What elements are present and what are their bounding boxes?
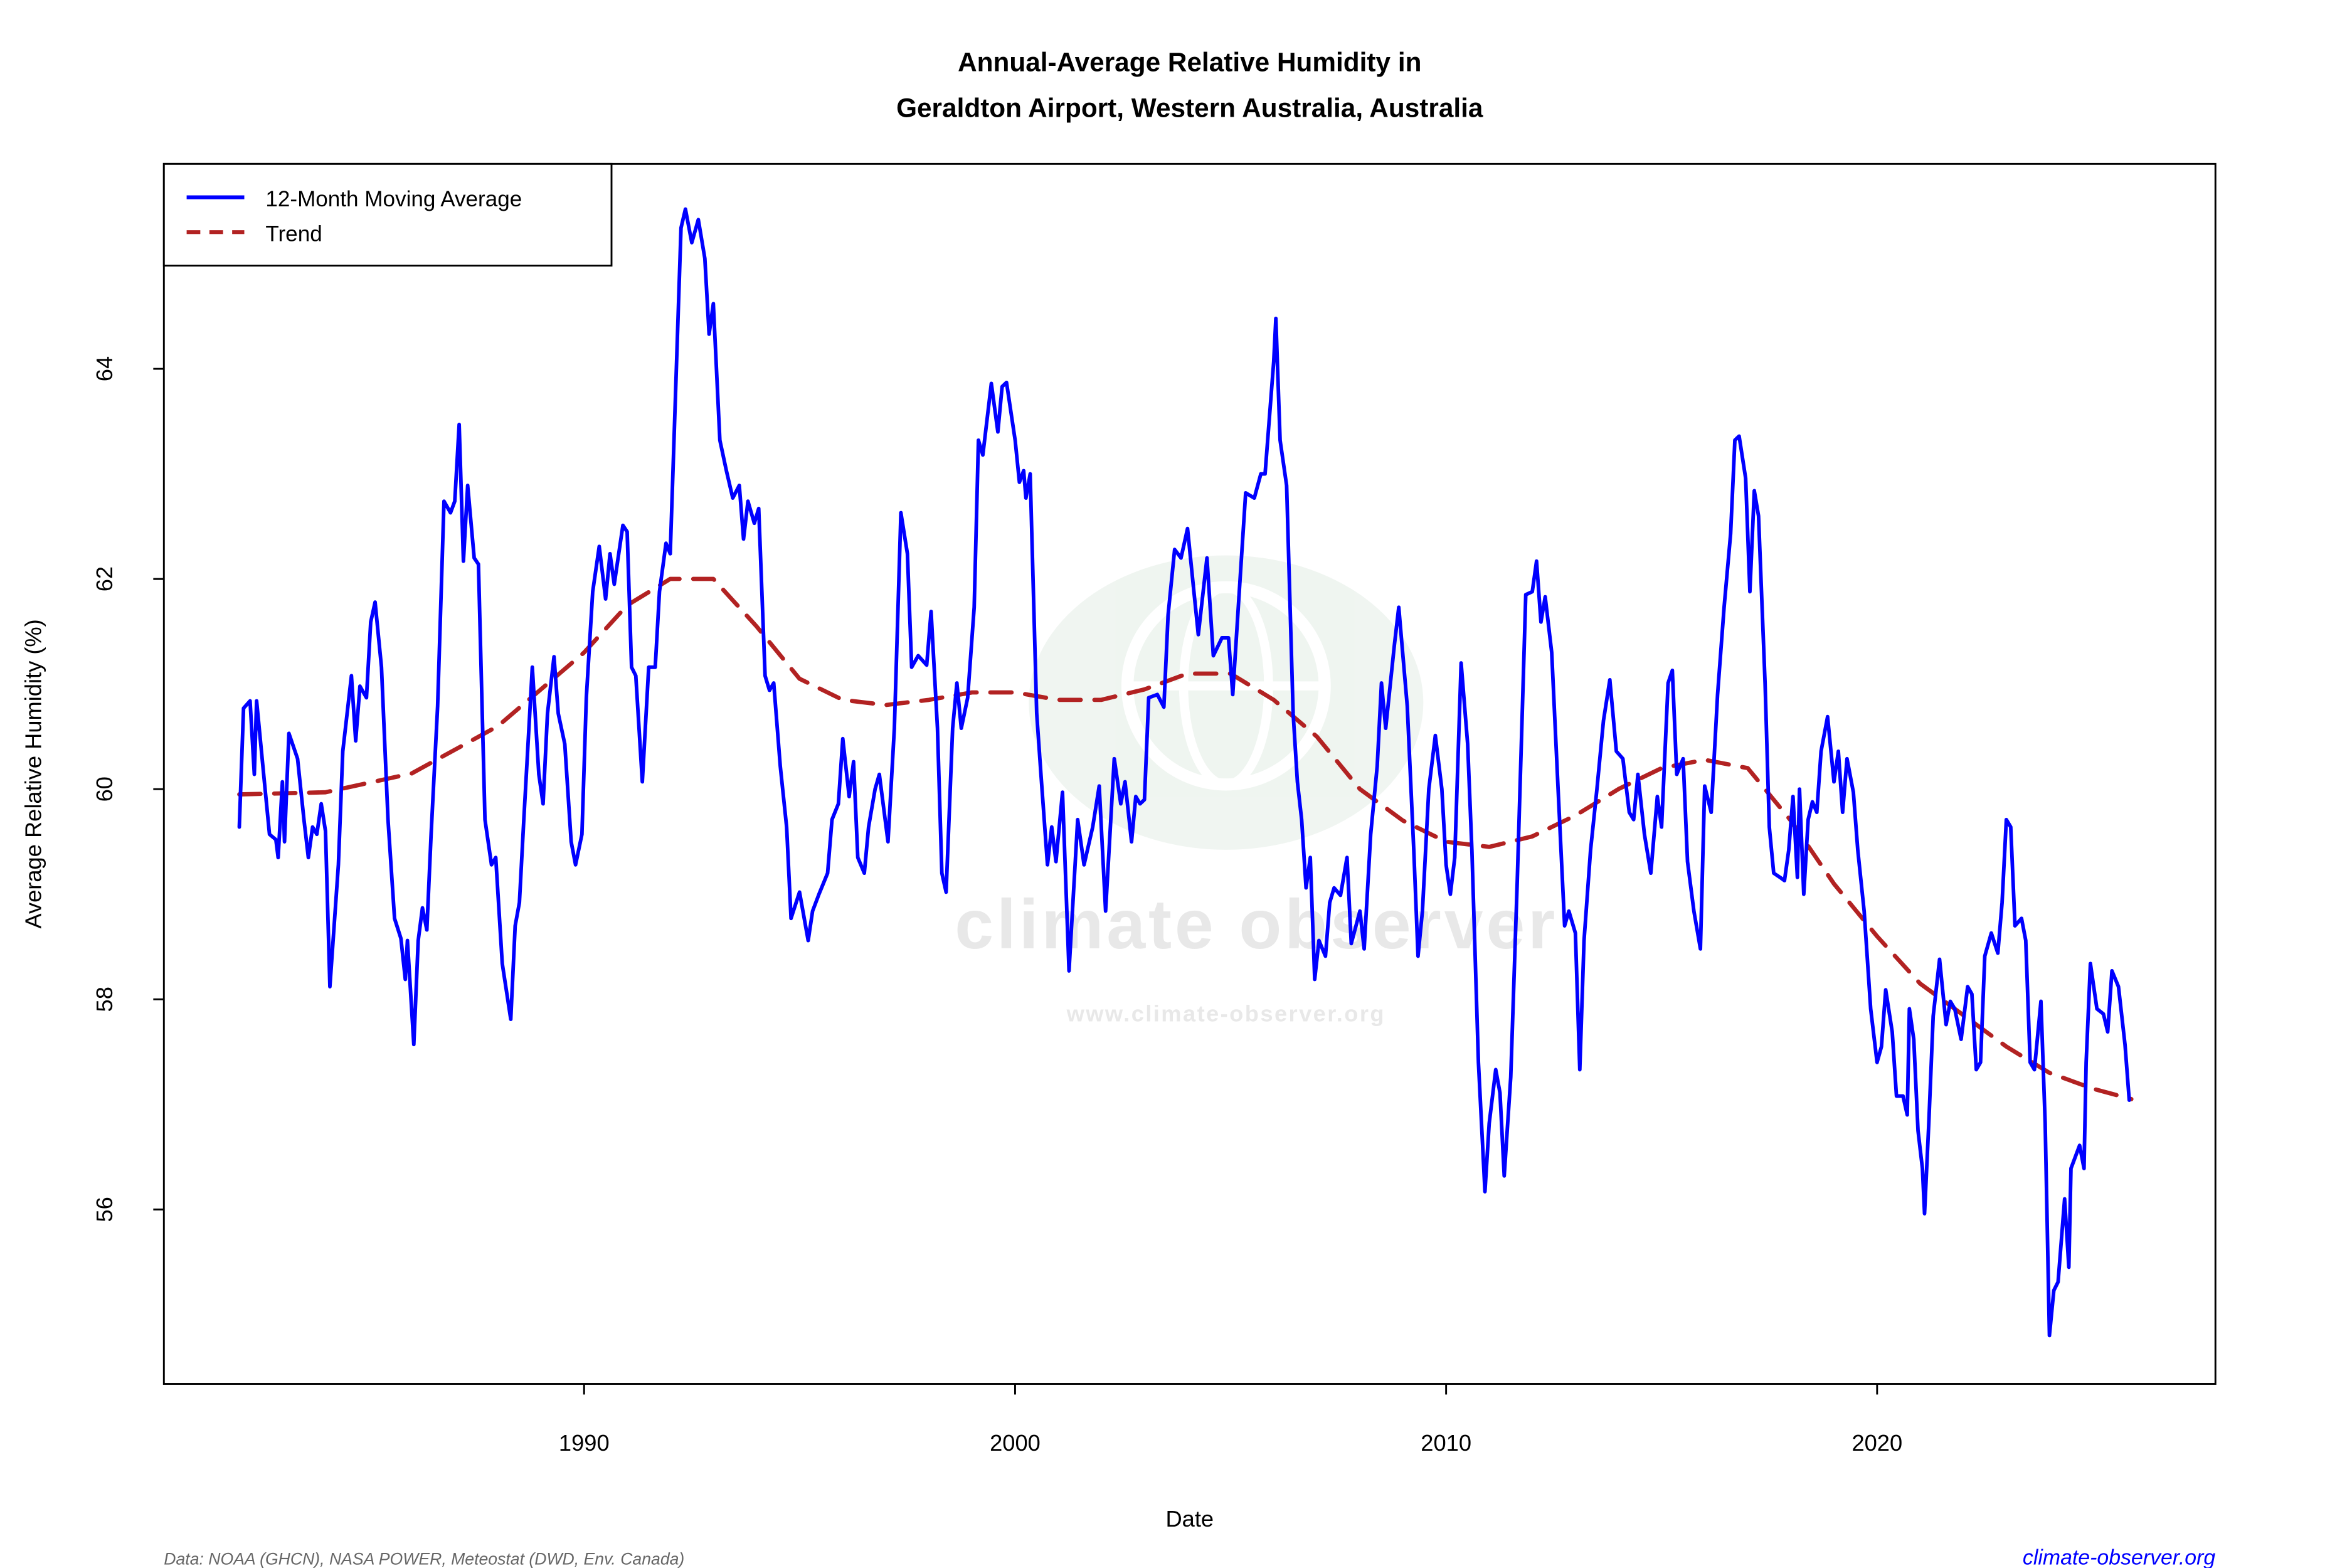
legend-label-trend: Trend bbox=[265, 222, 322, 246]
y-tick-label: 60 bbox=[92, 776, 117, 802]
y-axis-label: Average Relative Humidity (%) bbox=[20, 619, 46, 928]
chart-title-line-2: Geraldton Airport, Western Australia, Au… bbox=[896, 93, 1483, 122]
watermark-globe-icon bbox=[1029, 555, 1424, 850]
x-axis-label: Date bbox=[1165, 1506, 1214, 1532]
y-tick-label: 56 bbox=[92, 1197, 117, 1222]
watermark-brand: climate observer bbox=[955, 885, 1558, 963]
x-tick-label: 2020 bbox=[1851, 1430, 1902, 1456]
footer-source: Data: NOAA (GHCN), NASA POWER, Meteostat… bbox=[164, 1549, 684, 1568]
watermark: climate observer www.climate-observer.or… bbox=[955, 555, 1558, 1026]
legend: 12-Month Moving Average Trend bbox=[162, 162, 613, 267]
axes: 1990 2000 2010 2020 56 58 60 62 64 bbox=[92, 356, 1902, 1456]
y-tick-label: 58 bbox=[92, 987, 117, 1012]
footer-site-link[interactable]: climate-observer.org bbox=[2023, 1545, 2216, 1568]
trend-line bbox=[237, 576, 2134, 1101]
watermark-url: www.climate-observer.org bbox=[1066, 1000, 1385, 1026]
y-tick-label: 62 bbox=[92, 566, 117, 591]
x-tick-label: 1990 bbox=[559, 1430, 610, 1456]
watermark-globe-meridian bbox=[1179, 583, 1273, 790]
legend-label-moving-average: 12-Month Moving Average bbox=[265, 187, 522, 211]
x-tick-label: 2010 bbox=[1421, 1430, 1471, 1456]
chart-title-line-1: Annual-Average Relative Humidity in bbox=[958, 48, 1421, 77]
moving-average-line bbox=[237, 207, 2131, 1338]
y-tick-label: 64 bbox=[92, 356, 117, 381]
plot-frame bbox=[162, 162, 2217, 1385]
legend-box bbox=[162, 162, 613, 267]
x-tick-label: 2000 bbox=[990, 1430, 1041, 1456]
series-layer bbox=[237, 207, 2134, 1338]
